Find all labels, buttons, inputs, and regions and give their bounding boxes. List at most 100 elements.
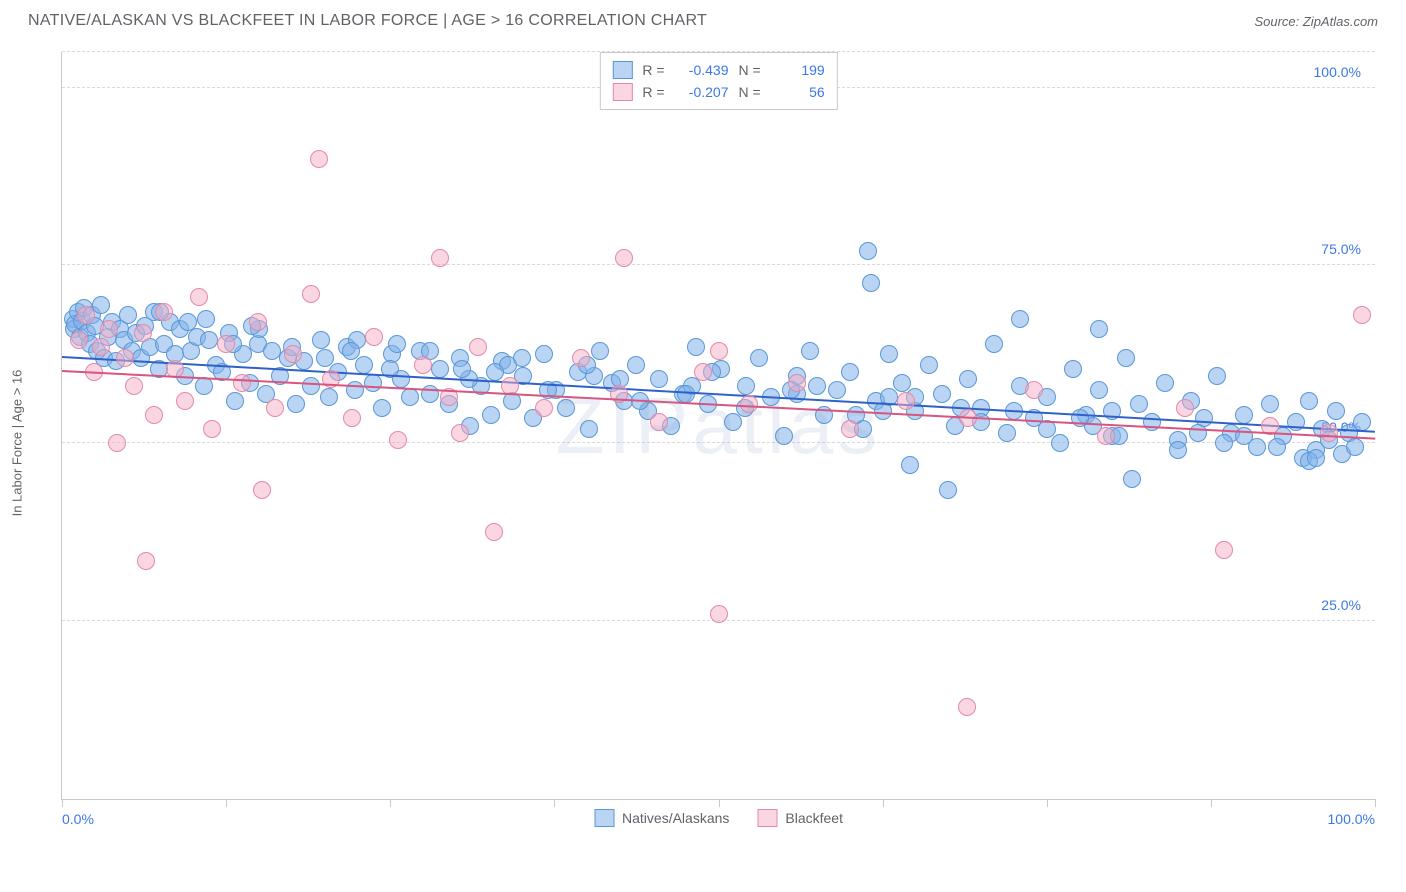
data-point bbox=[1156, 374, 1174, 392]
n-label: N = bbox=[739, 84, 761, 100]
data-point bbox=[1189, 424, 1207, 442]
data-point bbox=[137, 552, 155, 570]
data-point bbox=[859, 242, 877, 260]
x-tick bbox=[390, 799, 391, 807]
data-point bbox=[1353, 413, 1371, 431]
data-point bbox=[572, 349, 590, 367]
x-tick-label: 100.0% bbox=[1328, 811, 1375, 827]
data-point bbox=[841, 363, 859, 381]
data-point bbox=[1268, 438, 1286, 456]
swatch-icon bbox=[757, 809, 777, 827]
n-value: 199 bbox=[771, 62, 825, 78]
data-point bbox=[1025, 381, 1043, 399]
data-point bbox=[985, 335, 1003, 353]
data-point bbox=[959, 370, 977, 388]
data-point bbox=[650, 370, 668, 388]
r-label: R = bbox=[642, 84, 664, 100]
data-point bbox=[1169, 441, 1187, 459]
source-attribution: Source: ZipAtlas.com bbox=[1254, 14, 1378, 29]
data-point bbox=[737, 377, 755, 395]
x-tick bbox=[1047, 799, 1048, 807]
header: NATIVE/ALASKAN VS BLACKFEET IN LABOR FOR… bbox=[0, 0, 1406, 38]
data-point bbox=[535, 345, 553, 363]
data-point bbox=[557, 399, 575, 417]
data-point bbox=[1176, 399, 1194, 417]
data-point bbox=[485, 523, 503, 541]
x-tick bbox=[1211, 799, 1212, 807]
data-point bbox=[1320, 424, 1338, 442]
legend-item: Blackfeet bbox=[757, 809, 843, 827]
data-point bbox=[486, 363, 504, 381]
data-point bbox=[958, 698, 976, 716]
data-point bbox=[1300, 392, 1318, 410]
data-point bbox=[451, 424, 469, 442]
data-point bbox=[119, 306, 137, 324]
y-tick-label: 75.0% bbox=[1317, 241, 1365, 257]
data-point bbox=[284, 345, 302, 363]
data-point bbox=[302, 377, 320, 395]
data-point bbox=[302, 285, 320, 303]
x-tick bbox=[719, 799, 720, 807]
data-point bbox=[421, 385, 439, 403]
data-point bbox=[897, 392, 915, 410]
data-point bbox=[145, 406, 163, 424]
data-point bbox=[100, 320, 118, 338]
data-point bbox=[312, 331, 330, 349]
y-tick-label: 25.0% bbox=[1317, 597, 1365, 613]
swatch-icon bbox=[594, 809, 614, 827]
x-tick bbox=[883, 799, 884, 807]
data-point bbox=[1235, 406, 1253, 424]
data-point bbox=[266, 399, 284, 417]
data-point bbox=[176, 392, 194, 410]
data-point bbox=[453, 360, 471, 378]
data-point bbox=[710, 342, 728, 360]
y-tick-label: 100.0% bbox=[1310, 64, 1365, 80]
data-point bbox=[1346, 438, 1364, 456]
chart-container: In Labor Force | Age > 16 ZIPatlas R =-0… bbox=[13, 38, 1393, 848]
legend-item: Natives/Alaskans bbox=[594, 809, 729, 827]
data-point bbox=[580, 420, 598, 438]
n-label: N = bbox=[739, 62, 761, 78]
data-point bbox=[694, 363, 712, 381]
data-point bbox=[1327, 402, 1345, 420]
data-point bbox=[310, 150, 328, 168]
data-point bbox=[893, 374, 911, 392]
data-point bbox=[1090, 320, 1108, 338]
x-tick bbox=[62, 799, 63, 807]
data-point bbox=[901, 456, 919, 474]
data-point bbox=[469, 338, 487, 356]
r-label: R = bbox=[642, 62, 664, 78]
data-point bbox=[710, 605, 728, 623]
data-point bbox=[226, 392, 244, 410]
data-point bbox=[591, 342, 609, 360]
data-point bbox=[414, 356, 432, 374]
data-point bbox=[316, 349, 334, 367]
data-point bbox=[482, 406, 500, 424]
correlation-legend: R =-0.439N =199R =-0.207N =56 bbox=[599, 52, 837, 110]
data-point bbox=[1353, 306, 1371, 324]
data-point bbox=[320, 388, 338, 406]
data-point bbox=[364, 374, 382, 392]
n-value: 56 bbox=[771, 84, 825, 100]
data-point bbox=[195, 377, 213, 395]
data-point bbox=[801, 342, 819, 360]
x-tick-label: 0.0% bbox=[62, 811, 94, 827]
y-axis-label: In Labor Force | Age > 16 bbox=[10, 370, 25, 517]
data-point bbox=[808, 377, 826, 395]
data-point bbox=[1307, 449, 1325, 467]
data-point bbox=[998, 424, 1016, 442]
data-point bbox=[535, 399, 553, 417]
data-point bbox=[431, 360, 449, 378]
data-point bbox=[1208, 367, 1226, 385]
data-point bbox=[77, 306, 95, 324]
data-point bbox=[70, 331, 88, 349]
data-point bbox=[650, 413, 668, 431]
gridline bbox=[62, 264, 1375, 265]
data-point bbox=[217, 335, 235, 353]
data-point bbox=[513, 349, 531, 367]
data-point bbox=[687, 338, 705, 356]
data-point bbox=[342, 342, 360, 360]
data-point bbox=[190, 288, 208, 306]
data-point bbox=[1117, 349, 1135, 367]
r-value: -0.207 bbox=[675, 84, 729, 100]
